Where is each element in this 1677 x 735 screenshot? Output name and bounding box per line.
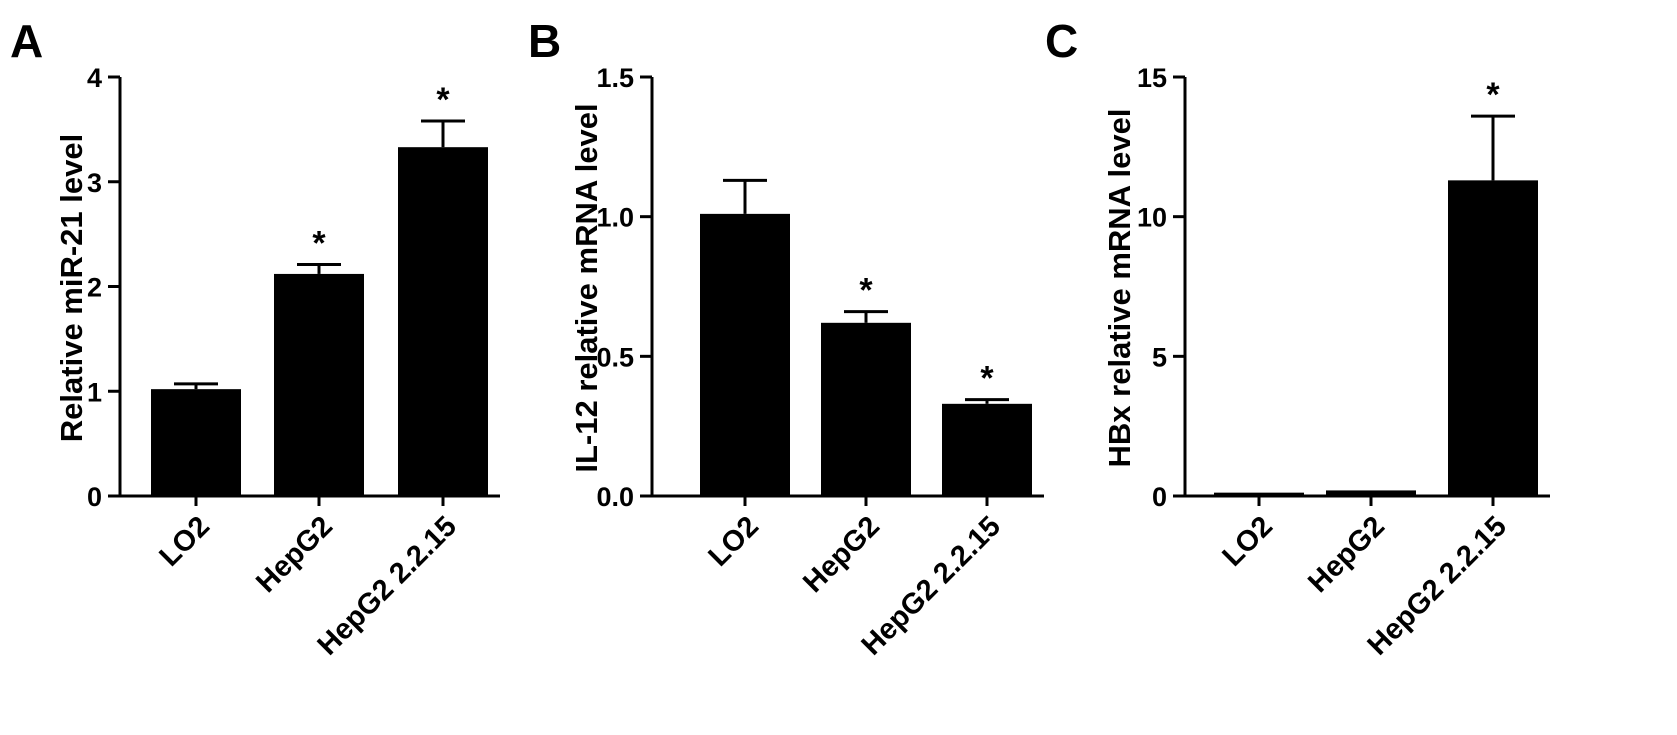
x-category-label: HepG2 <box>250 510 339 599</box>
bar-2 <box>274 273 364 496</box>
x-category-label: HepG2 <box>797 510 886 599</box>
y-tick-label: 15 <box>1137 63 1167 93</box>
y-tick-label: 0 <box>1152 482 1167 512</box>
significance-marker: * <box>436 81 450 119</box>
y-tick-label: 0.5 <box>596 342 634 372</box>
y-tick-label: 5 <box>1152 342 1167 372</box>
x-category-label: LO2 <box>702 510 765 573</box>
y-tick-label: 3 <box>87 168 102 198</box>
y-tick-label: 0 <box>87 482 102 512</box>
panel-letter-a: A <box>10 15 43 67</box>
bar-3 <box>1448 180 1538 496</box>
bar-1 <box>151 389 241 496</box>
bar-1 <box>700 213 790 496</box>
y-tick-label: 0.0 <box>596 482 634 512</box>
y-tick-label: 2 <box>87 273 102 303</box>
bar-2 <box>821 322 911 496</box>
bar-3 <box>398 147 488 496</box>
y-tick-label: 1.0 <box>596 203 634 233</box>
panel-c: C HBx relative mRNA level 0 5 10 15 LO2 HepG2… <box>1045 15 1550 662</box>
bar-3 <box>942 403 1032 496</box>
y-tick-label: 10 <box>1137 203 1167 233</box>
x-category-label: LO2 <box>1216 510 1279 573</box>
y-tick-label: 4 <box>87 63 102 93</box>
bar-2 <box>1326 490 1416 496</box>
y-axis-label-a: Relative miR-21 level <box>54 134 89 442</box>
x-category-label: HepG2 <box>1302 510 1391 599</box>
y-axis-label-b: IL-12 relative mRNA level <box>569 103 604 472</box>
significance-marker: * <box>312 225 326 263</box>
significance-marker: * <box>980 360 994 398</box>
bar-1 <box>1214 492 1304 496</box>
y-tick-label: 1 <box>87 377 102 407</box>
panel-a: A Relative miR-21 level 01234LO2*HepG2*H… <box>10 15 500 662</box>
significance-marker: * <box>859 272 873 310</box>
x-category-label: LO2 <box>153 510 216 573</box>
significance-marker: * <box>1486 76 1500 114</box>
panel-letter-c: C <box>1045 15 1078 67</box>
panel-b: B IL-12 relative mRNA level 0.0 0.5 1.0 1.5… <box>528 15 1044 662</box>
panel-letter-b: B <box>528 15 561 67</box>
y-axis-label-c: HBx relative mRNA level <box>1102 109 1137 468</box>
y-tick-label: 1.5 <box>596 63 634 93</box>
